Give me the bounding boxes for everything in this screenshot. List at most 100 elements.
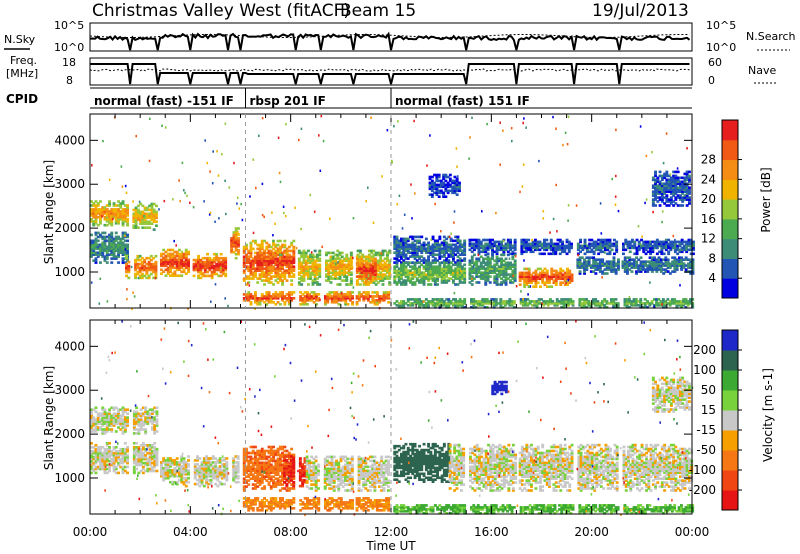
heatmap-cell (117, 222, 120, 225)
heatmap-cell (615, 248, 619, 252)
heatmap-cell (364, 273, 368, 276)
heatmap-cell (147, 266, 151, 270)
heatmap-cell (418, 271, 421, 274)
heatmap-cell (411, 277, 415, 280)
heatmap-cell (344, 293, 348, 296)
heatmap-cell (99, 247, 102, 250)
heatmap-cell (411, 243, 415, 247)
cpid-segment-label: rbsp 201 IF (250, 94, 326, 108)
heatmap-cell (486, 252, 490, 256)
heatmap-cell (340, 292, 343, 295)
heatmap-cell (433, 265, 437, 268)
heatmap-cell (90, 241, 93, 245)
heatmap-cell (345, 257, 349, 261)
heatmap-cell (101, 414, 105, 417)
heatmap-cell (313, 261, 317, 265)
heatmap-cell (143, 258, 147, 262)
heatmap-cell (648, 268, 652, 271)
heatmap-cell (381, 249, 385, 253)
heatmap-cell (499, 306, 503, 309)
heatmap-cell (278, 251, 282, 255)
heatmap-cell (658, 242, 661, 246)
heatmap-cell (665, 194, 669, 197)
heatmap-cell (287, 249, 291, 253)
heatmap-cell (349, 261, 353, 265)
heatmap-cell (152, 262, 156, 266)
heatmap-cell (276, 277, 280, 280)
heatmap-cell (493, 267, 497, 270)
heatmap-cell (632, 304, 636, 307)
heatmap-cell (671, 246, 675, 250)
heatmap-cell (187, 270, 190, 274)
heatmap-cell (657, 268, 661, 271)
heatmap-cell (92, 239, 96, 243)
heatmap-cell (256, 265, 260, 268)
heatmap-cell (454, 243, 458, 247)
heatmap-cell (304, 267, 308, 270)
heatmap-cell (248, 284, 251, 287)
heatmap-cell (103, 235, 107, 239)
heatmap-cell (520, 290, 522, 293)
heatmap-cell (422, 283, 426, 286)
heatmap-cell (454, 300, 458, 303)
heatmap-cell (585, 246, 589, 250)
heatmap-cell (630, 302, 634, 305)
heatmap-cell (90, 210, 93, 213)
heatmap-cell (301, 303, 305, 306)
heatmap-cell (260, 269, 264, 272)
heatmap-cell (550, 267, 554, 271)
heatmap-cell (689, 260, 693, 263)
heatmap-cell (628, 246, 632, 250)
heatmap-cell (117, 418, 120, 421)
heatmap-cell (173, 266, 177, 270)
heatmap-cell (94, 420, 98, 423)
heatmap-cell (675, 260, 679, 263)
heatmap-cell (152, 264, 156, 268)
heatmap-cell (493, 277, 497, 280)
heatmap-cell (265, 297, 269, 300)
heatmap-cell (112, 418, 116, 421)
heatmap-cell (232, 239, 236, 242)
heatmap-cell (565, 244, 569, 248)
heatmap-cell (145, 212, 149, 216)
heatmap-cell (567, 240, 571, 244)
heatmap-cell (158, 208, 160, 211)
heatmap-cell (154, 276, 157, 280)
heatmap-cell (258, 259, 262, 263)
heatmap-cell (438, 275, 442, 278)
heatmap-cell (458, 271, 462, 274)
heatmap-cell (140, 268, 144, 272)
heatmap-cell (673, 248, 677, 252)
heatmap-cell (373, 295, 377, 298)
heatmap-cell (230, 241, 234, 244)
heatmap-cell (687, 262, 690, 265)
heatmap-cell (527, 275, 531, 279)
heatmap-cell (240, 202, 242, 206)
heatmap-cell (656, 186, 660, 189)
heatmap-cell (549, 248, 553, 252)
heatmap-cell (597, 242, 601, 246)
heatmap-cell (249, 241, 253, 245)
heatmap-cell (422, 275, 426, 278)
heatmap-cell (251, 267, 255, 270)
heatmap-cell (473, 269, 476, 272)
heatmap-cell (121, 426, 125, 429)
heatmap-cell (661, 306, 665, 309)
heatmap-cell (254, 251, 257, 255)
heatmap-cell (427, 245, 430, 249)
heatmap-cell (393, 265, 397, 268)
heatmap-cell (447, 253, 451, 256)
heatmap-cell (477, 246, 481, 250)
heatmap-cell (654, 178, 657, 182)
heatmap-cell (545, 244, 549, 248)
heatmap-cell (430, 183, 434, 187)
heatmap-cell (669, 196, 673, 199)
heatmap-cell (518, 283, 522, 286)
heatmap-cell (525, 277, 529, 281)
heatmap-cell (680, 240, 684, 244)
heatmap-cell (522, 121, 524, 125)
heatmap-cell (381, 279, 385, 282)
heatmap-cell (290, 267, 294, 270)
heatmap-cell (311, 269, 315, 272)
